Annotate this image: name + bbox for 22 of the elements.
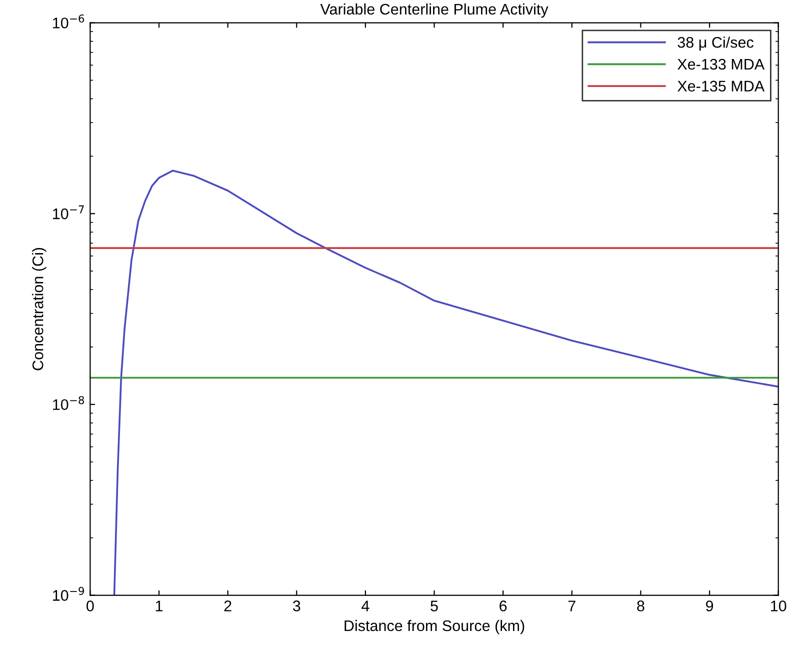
x-tick-label: 2 [224, 600, 232, 612]
legend-label: 38 μ Ci/sec [678, 36, 754, 51]
legend-label: Xe-133 MDA [677, 58, 765, 70]
legend-label: Xe-135 MDA [677, 80, 765, 92]
y-axis-title: Concentration (Ci) [32, 248, 46, 370]
x-tick-label: 6 [500, 600, 507, 612]
x-tick-label: 1 [156, 600, 162, 612]
y-tick-label: 10$^{−8}$ [53, 396, 84, 410]
x-tick-label: 7 [568, 600, 576, 612]
x-tick-label: 9 [706, 600, 714, 612]
x-tick-label: 5 [430, 600, 438, 612]
y-tick-label: 10$^{−6}$ [53, 14, 84, 28]
x-tick-label: 8 [637, 600, 644, 612]
x-axis-title: Distance from Source (km) [344, 620, 524, 634]
y-tick-label: 10$^{−9}$ [53, 586, 84, 601]
y-tick-label: 10$^{−7}$ [53, 205, 84, 220]
x-tick-label: 3 [292, 600, 300, 612]
x-tick-label: 4 [362, 600, 370, 612]
x-tick-label: 10 [771, 600, 786, 612]
x-tick-label: 0 [86, 600, 94, 612]
line-series [113, 170, 778, 596]
chart-title: Variable Centerline Plume Activity [320, 3, 548, 18]
